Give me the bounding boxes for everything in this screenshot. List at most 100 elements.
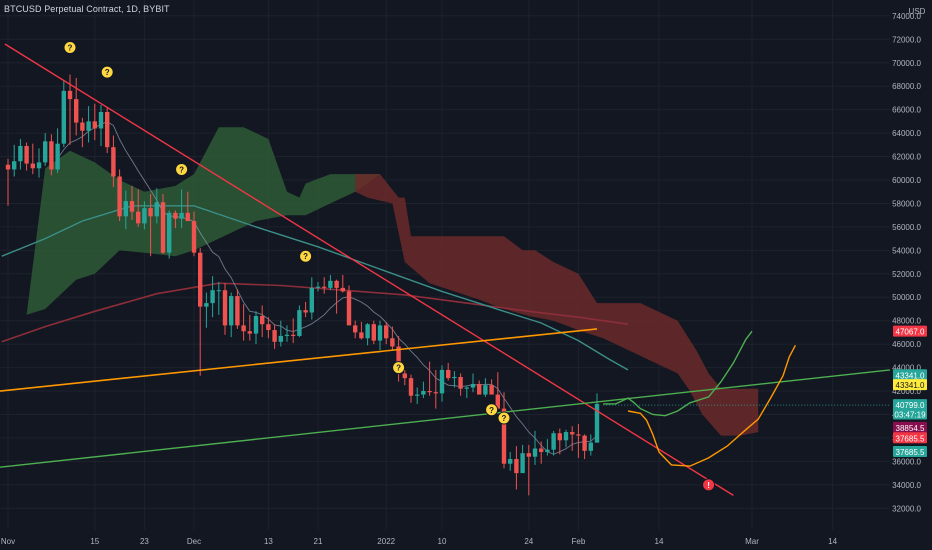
time-tick-label: 2022 xyxy=(377,537,395,546)
time-tick-label: 10 xyxy=(438,537,447,546)
price-tick-label: 36000.0 xyxy=(892,457,921,466)
candle-body xyxy=(328,280,333,288)
time-axis[interactable]: Nov 15 23 Dec 13 21 2022 10 24 Feb 14 Mar 14 xyxy=(1,537,838,546)
alert-marker-icon xyxy=(702,478,716,492)
question-mark-glyph: ? xyxy=(502,414,507,423)
candle-body xyxy=(452,376,457,379)
candlestick-series xyxy=(5,74,600,496)
candle-body xyxy=(483,385,488,395)
price-tick-label: 48000.0 xyxy=(892,317,921,326)
candle-body xyxy=(588,442,593,451)
chart-symbol-title: BTCUSD Perpetual Contract, 1D, BYBIT xyxy=(4,4,170,14)
candle-body xyxy=(260,316,265,325)
projection-green xyxy=(603,330,753,417)
price-tag xyxy=(893,379,927,391)
candle-body xyxy=(185,212,190,222)
cloud-bearish xyxy=(355,174,759,436)
candle-body xyxy=(55,143,60,170)
candle-body xyxy=(297,310,302,336)
cloud-bullish xyxy=(26,127,380,315)
candle-body xyxy=(470,384,476,388)
candle-body xyxy=(18,146,23,162)
candle-body xyxy=(191,221,197,253)
candle-body xyxy=(346,291,352,326)
price-axis-bg xyxy=(890,0,932,550)
candle-body xyxy=(222,290,228,326)
time-tick-label: 23 xyxy=(140,537,149,546)
candle-body xyxy=(458,376,463,389)
event-markers[interactable]: ???????! xyxy=(63,41,716,492)
candle-body xyxy=(24,146,29,164)
price-tick-label: 64000.0 xyxy=(892,129,921,138)
question-mark-glyph: ? xyxy=(105,68,110,77)
candle-body xyxy=(247,331,252,334)
question-mark-glyph: ? xyxy=(303,252,308,261)
candle-body xyxy=(433,392,438,394)
candle-body xyxy=(210,290,215,304)
candle-body xyxy=(67,90,73,100)
candle-body xyxy=(284,334,290,336)
price-tick-label: 32000.0 xyxy=(892,504,921,513)
candle-body xyxy=(123,201,128,217)
price-tick-label: 42000.0 xyxy=(892,387,921,396)
price-tag xyxy=(893,421,927,433)
trendline-drawings[interactable] xyxy=(0,43,891,496)
candle-body xyxy=(235,296,240,326)
candle-body xyxy=(98,112,104,129)
candle-body xyxy=(464,387,469,389)
candle-body xyxy=(532,448,538,457)
candle-body xyxy=(309,287,314,313)
time-tick-label: Mar xyxy=(745,537,759,546)
price-tick-label: 52000.0 xyxy=(892,270,921,279)
candle-body xyxy=(384,325,389,339)
candle-body xyxy=(74,99,79,123)
price-tick-label: 70000.0 xyxy=(892,59,921,68)
trendline-red xyxy=(4,43,734,496)
candle-body xyxy=(514,459,519,474)
candle-body xyxy=(303,310,308,313)
candle-body xyxy=(291,334,296,336)
candle-body xyxy=(508,459,513,464)
candle-body xyxy=(520,453,525,474)
candle-body xyxy=(148,208,153,217)
candle-body xyxy=(427,391,432,393)
question-mark-glyph: ? xyxy=(179,165,184,174)
candle-body xyxy=(142,208,147,224)
candle-body xyxy=(173,212,178,219)
price-tag-label: 47067.0 xyxy=(896,328,925,337)
candle-body xyxy=(489,385,494,395)
candle-body xyxy=(111,147,116,177)
question-mark-glyph: ? xyxy=(396,364,401,373)
price-axis[interactable]: 32000.034000.036000.038000.040000.042000… xyxy=(890,0,932,550)
question-marker-icon xyxy=(392,361,406,375)
candle-body xyxy=(396,346,401,374)
currency-label: USD xyxy=(909,7,926,16)
candle-body xyxy=(105,112,110,148)
time-tick-label: Nov xyxy=(1,537,15,546)
price-tick-label: 34000.0 xyxy=(892,481,921,490)
candle-body xyxy=(495,394,500,409)
candle-body xyxy=(322,286,327,288)
candle-body xyxy=(136,211,141,224)
price-tag xyxy=(893,369,927,381)
candle-body xyxy=(129,201,135,212)
price-tick-label: 46000.0 xyxy=(892,340,921,349)
candle-body xyxy=(371,324,376,341)
candle-body xyxy=(594,403,600,443)
time-tick-label: 15 xyxy=(90,537,99,546)
question-marker-icon xyxy=(63,41,77,55)
candle-body xyxy=(179,212,184,219)
trendline-orange xyxy=(0,328,598,392)
time-tick-label: Feb xyxy=(572,537,586,546)
candle-body xyxy=(563,432,569,441)
time-tick-label: 21 xyxy=(314,537,323,546)
candle-body xyxy=(154,202,159,217)
candle-body xyxy=(415,394,420,396)
price-tick-label: 68000.0 xyxy=(892,82,921,91)
price-tick-label: 74000.0 xyxy=(892,12,921,21)
candle-body xyxy=(198,252,203,307)
candle-body xyxy=(229,296,234,326)
candle-body xyxy=(408,378,414,396)
price-tick-label: 44000.0 xyxy=(892,364,921,373)
